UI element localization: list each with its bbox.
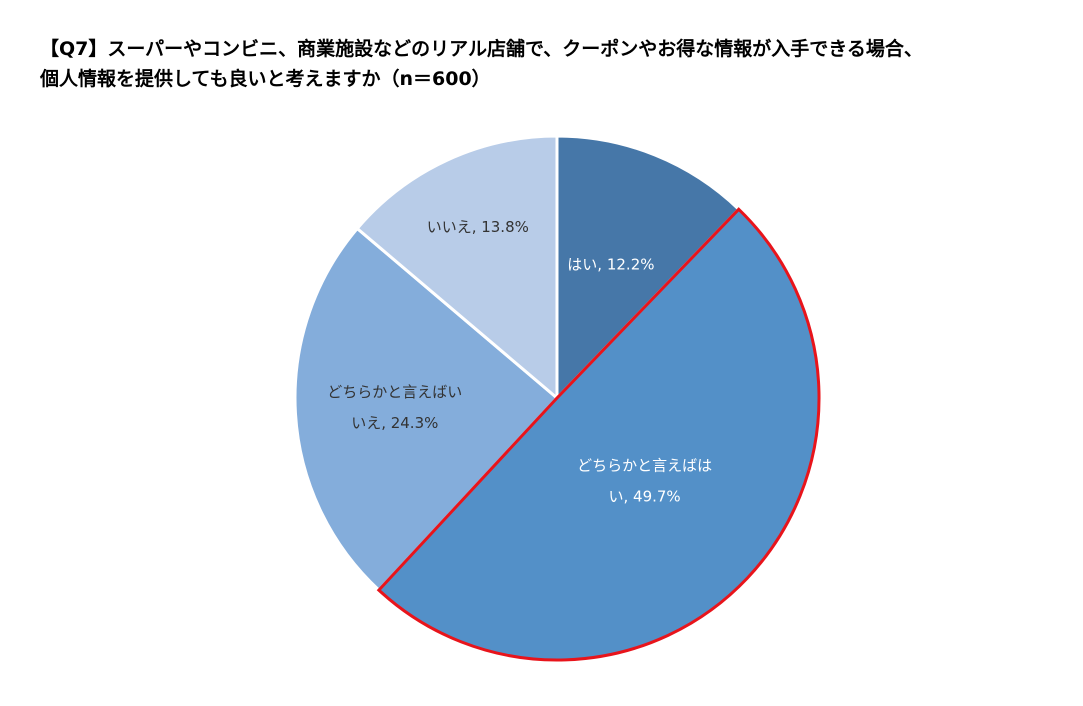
pie-slice-label-1: はい, 12.2%	[567, 255, 654, 273]
pie-slice-4	[355, 134, 559, 402]
pie-slice-label-2-line-2: い, 49.7%	[608, 487, 680, 505]
pie-slice-label-3: どちらかと言えばいいえ, 24.3%	[327, 383, 462, 432]
pie-slice-2	[376, 207, 821, 662]
chart-title-line-1: 【Q7】スーパーやコンビニ、商業施設などのリアル店舗で、クーポンやお得な情報が入…	[40, 38, 923, 60]
pie-slice-label-3-line-1: どちらかと言えばい	[327, 383, 462, 401]
pie-slice-1	[555, 134, 741, 402]
pie-slice-label-4-line-1: いいえ, 13.8%	[427, 218, 529, 236]
pie-slice-label-3-line-2: いえ, 24.3%	[351, 414, 438, 432]
pie-slice-label-2: どちらかと言えばはい, 49.7%	[577, 456, 712, 505]
chart-title-line-2: 個人情報を提供しても良いと考えますか（n＝600）	[40, 68, 491, 90]
pie-slice-label-1-line-1: はい, 12.2%	[567, 255, 654, 273]
pie-slice-label-2-line-1: どちらかと言えばは	[577, 456, 712, 474]
pie-slice-3	[293, 226, 560, 593]
pie-slice-label-4: いいえ, 13.8%	[427, 218, 529, 236]
chart-title: 【Q7】スーパーやコンビニ、商業施設などのリアル店舗で、クーポンやお得な情報が入…	[40, 34, 1070, 94]
